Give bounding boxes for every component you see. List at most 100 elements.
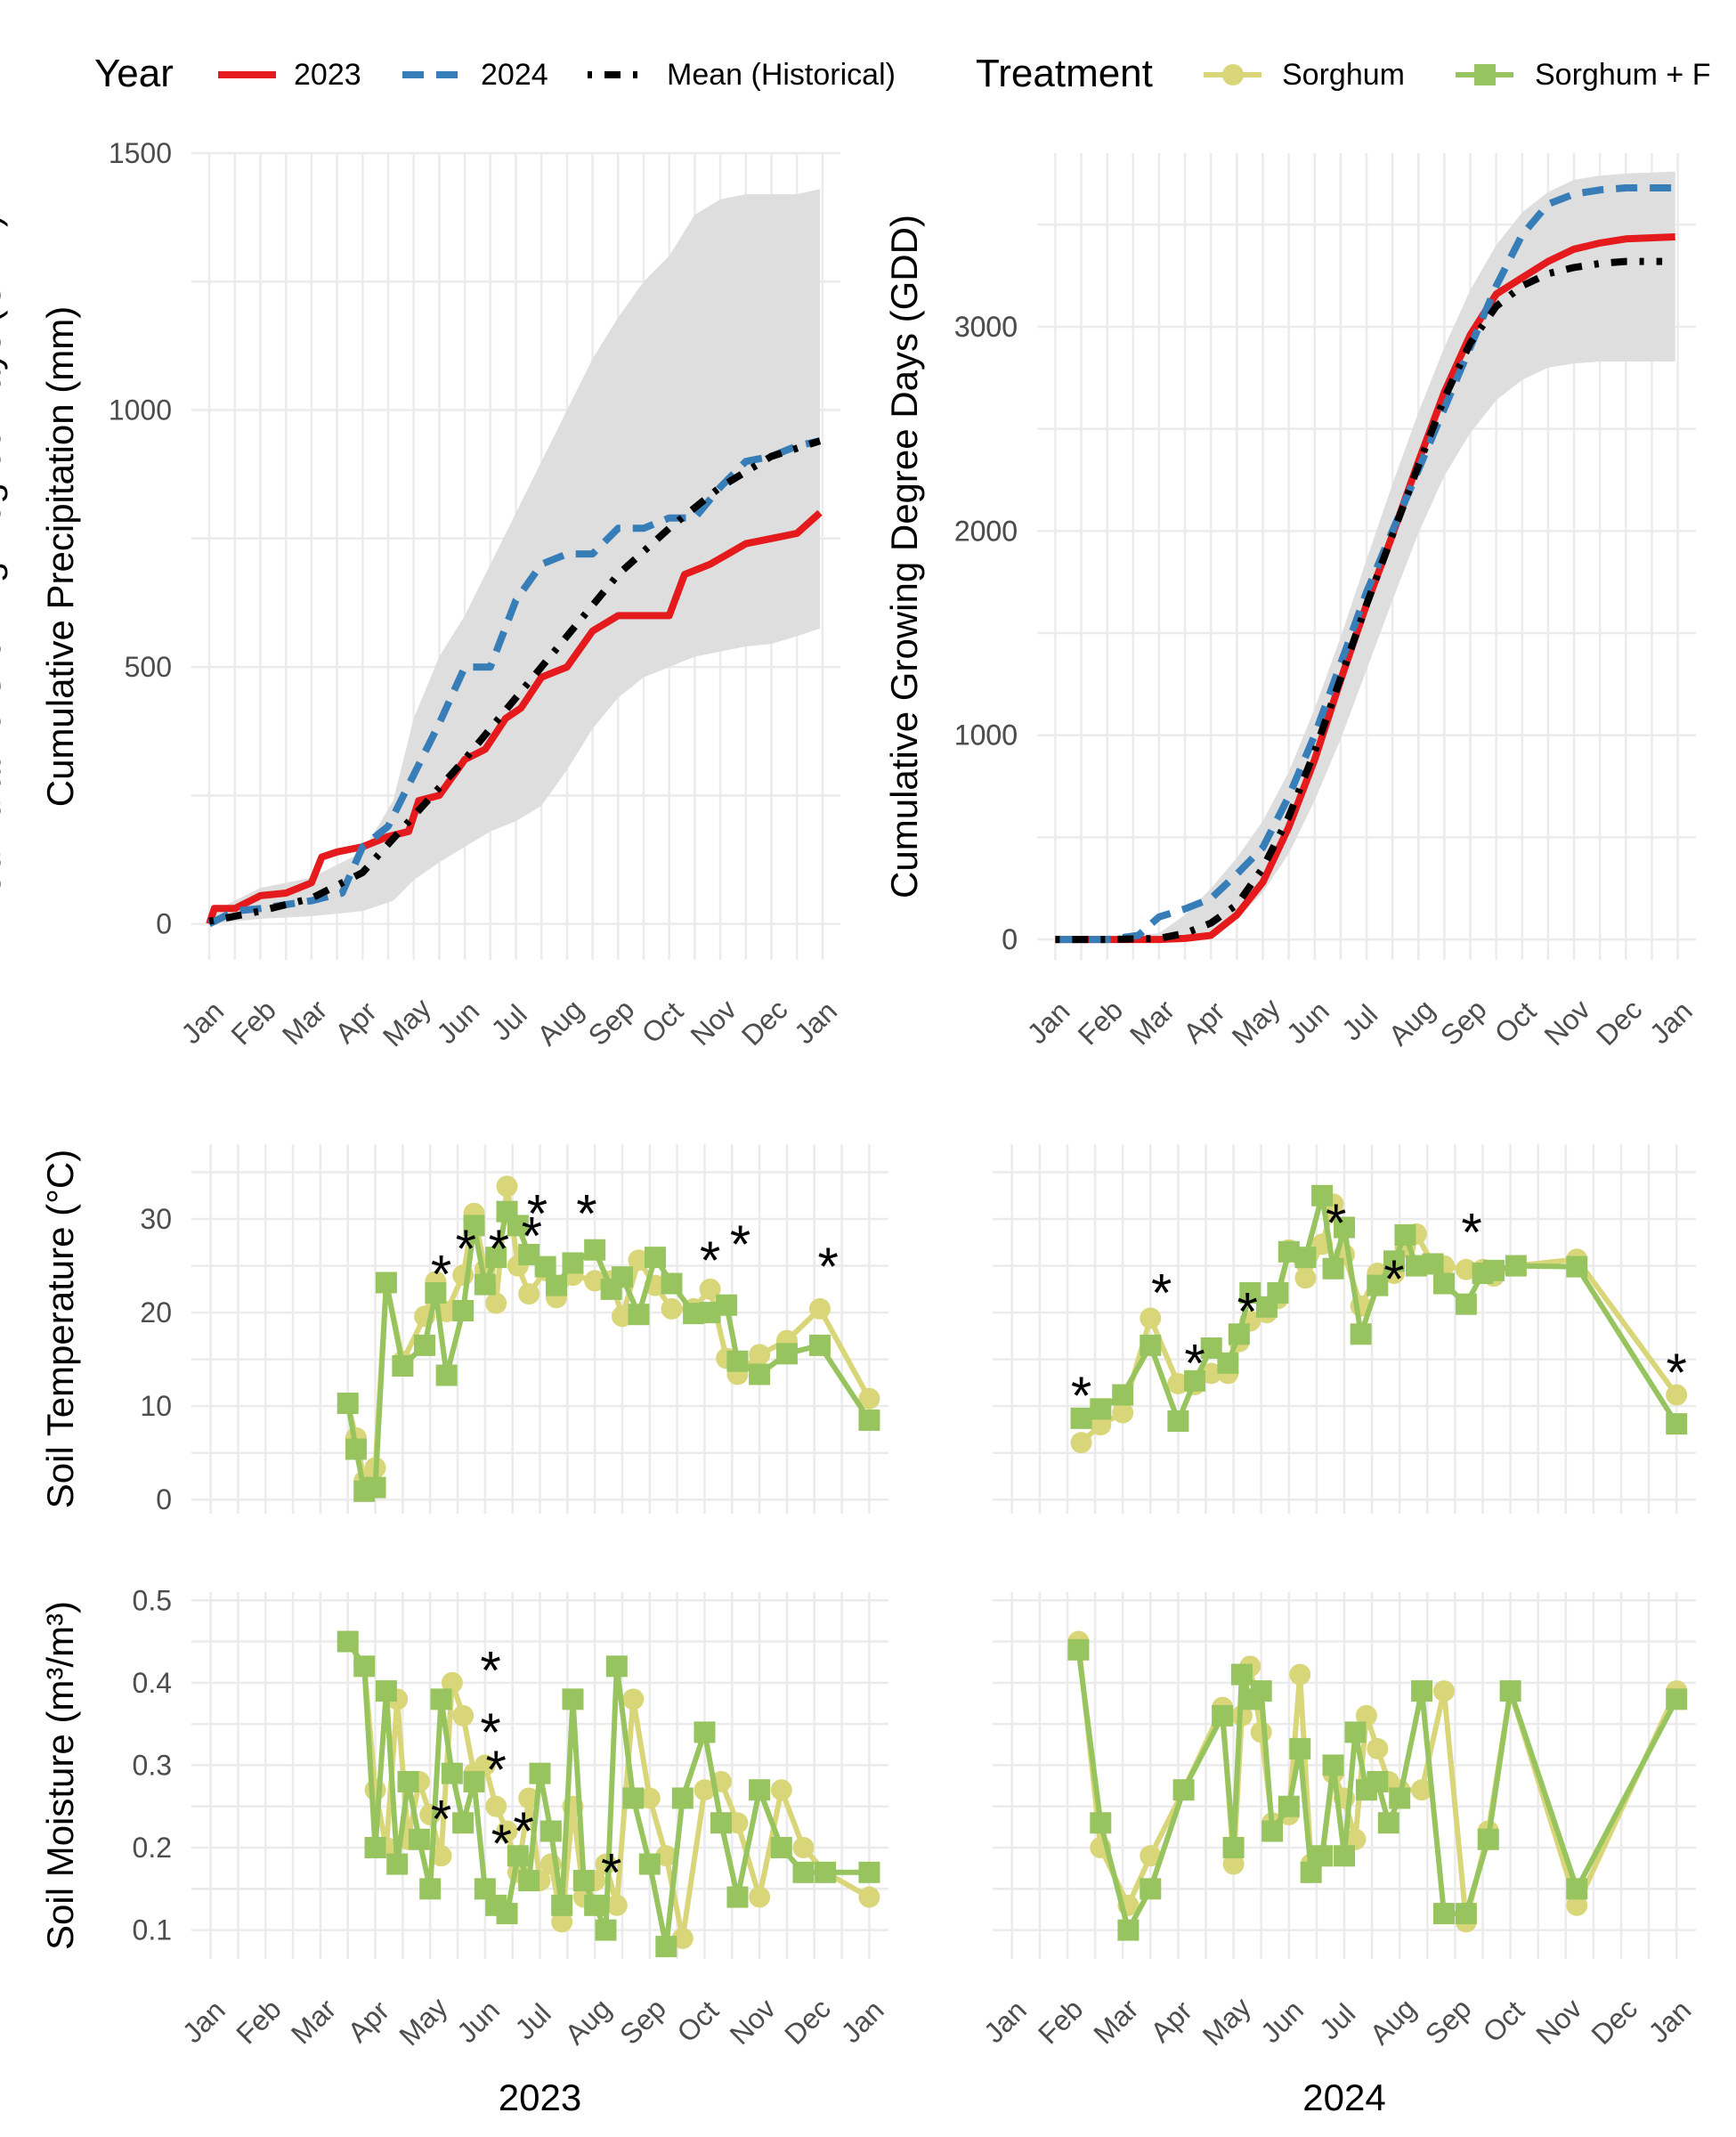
data-point-sorghum xyxy=(485,1292,507,1314)
significance-marker: * xyxy=(1667,1343,1687,1402)
data-point-sorghum-f xyxy=(655,1936,677,1958)
significance-marker: * xyxy=(730,1215,750,1274)
data-point-sorghum xyxy=(474,1754,496,1776)
data-point-sorghum xyxy=(749,1344,771,1366)
data-point-sorghum-f xyxy=(408,1828,430,1850)
data-point-sorghum xyxy=(1566,1894,1588,1916)
data-point-sorghum-f xyxy=(1666,1413,1688,1435)
data-point-sorghum-f xyxy=(1311,1845,1334,1867)
data-point-sorghum xyxy=(858,1387,880,1410)
data-point-sorghum-f xyxy=(775,1343,798,1365)
data-point-sorghum-f xyxy=(419,1878,442,1900)
y-tick-label: 1000 xyxy=(109,394,172,427)
data-point-sorghum-f xyxy=(605,1655,628,1678)
data-point-sorghum-f xyxy=(364,1837,386,1859)
data-point-sorghum-f xyxy=(572,1870,595,1892)
data-point-sorghum xyxy=(551,1911,573,1933)
data-point-sorghum-f xyxy=(792,1861,815,1883)
data-point-sorghum-f xyxy=(726,1350,749,1372)
data-point-sorghum xyxy=(792,1837,815,1859)
data-point-sorghum-f xyxy=(694,1721,716,1743)
significance-marker: * xyxy=(700,1231,720,1290)
data-point-sorghum xyxy=(622,1688,645,1710)
data-point-sorghum-f xyxy=(1432,1272,1455,1295)
data-point-sorghum-f xyxy=(1394,1223,1416,1246)
y-tick-label: 2000 xyxy=(954,515,1018,547)
data-point-sorghum-f xyxy=(1566,1255,1588,1278)
legend-treatment-title: Treatment xyxy=(976,52,1153,95)
data-point-sorghum-f xyxy=(435,1364,458,1386)
significance-marker: * xyxy=(1071,1366,1091,1426)
data-point-sorghum-f xyxy=(1344,1721,1367,1743)
legend-sorghum-key-marker xyxy=(1222,64,1244,85)
data-point-sorghum-f xyxy=(1411,1680,1433,1702)
data-point-sorghum-f xyxy=(1140,1878,1162,1900)
series-line-2024 xyxy=(1055,184,1675,944)
data-point-sorghum-f xyxy=(507,1215,529,1237)
series-line-2023 xyxy=(206,509,823,925)
data-point-sorghum-f xyxy=(1482,1259,1505,1281)
data-point-sorghum-f xyxy=(364,1476,386,1499)
x-axis-title: 2024 xyxy=(1302,2076,1385,2118)
data-point-sorghum-f xyxy=(345,1438,367,1460)
data-point-sorghum-f xyxy=(1350,1323,1372,1345)
data-point-sorghum-f xyxy=(671,1787,694,1809)
data-point-sorghum xyxy=(661,1297,683,1320)
series-line-2023 xyxy=(1055,233,1675,944)
data-point-sorghum-f xyxy=(1455,1903,1477,1925)
significance-marker: * xyxy=(513,1801,533,1861)
y-tick-label: 0 xyxy=(1002,923,1018,955)
data-point-sorghum-f xyxy=(1389,1787,1411,1809)
data-point-sorghum xyxy=(452,1704,475,1727)
data-point-sorghum xyxy=(1140,1845,1162,1867)
significance-marker: * xyxy=(431,1789,451,1849)
data-point-sorghum-f xyxy=(1499,1680,1521,1702)
significance-marker: * xyxy=(485,1740,506,1800)
data-point-sorghum-f xyxy=(1455,1293,1477,1315)
data-point-sorghum-f xyxy=(1334,1216,1355,1239)
significance-marker: * xyxy=(1151,1264,1172,1323)
data-point-sorghum-f xyxy=(1267,1282,1289,1304)
data-point-sorghum xyxy=(584,1270,606,1292)
y-tick-label: 2000 xyxy=(954,515,1018,547)
y-tick-label: 30 xyxy=(140,1203,172,1235)
y-tick-label: 0.5 xyxy=(133,1584,172,1616)
data-point-sorghum-f xyxy=(1112,1384,1134,1406)
data-point-sorghum-f xyxy=(584,1239,606,1261)
y-axis-title: Cumulative Growing Degree Days (GDD) xyxy=(0,215,8,898)
series-line-mean-historical- xyxy=(208,437,822,925)
data-point-sorghum-f xyxy=(749,1363,771,1385)
y-axis-title: Soil Temperature (°C) xyxy=(39,1150,81,1509)
data-point-sorghum-f xyxy=(1367,1274,1389,1296)
data-point-sorghum xyxy=(628,1249,650,1272)
data-point-sorghum-f xyxy=(485,1247,507,1269)
legend-mean-label: Mean (Historical) xyxy=(667,58,896,92)
data-point-sorghum-f xyxy=(551,1894,573,1916)
data-point-sorghum-f xyxy=(353,1655,376,1678)
data-point-sorghum xyxy=(518,1283,540,1305)
data-point-sorghum-f xyxy=(375,1680,397,1702)
significance-marker: * xyxy=(818,1237,839,1296)
significance-marker: * xyxy=(480,1702,500,1762)
data-point-sorghum-f xyxy=(1140,1334,1162,1356)
data-point-sorghum-f xyxy=(584,1894,606,1916)
data-point-sorghum-f xyxy=(716,1294,738,1316)
data-point-sorghum-f xyxy=(1432,1903,1455,1925)
data-point-sorghum-f xyxy=(1289,1737,1311,1759)
data-point-sorghum-f xyxy=(545,1274,567,1296)
significance-marker: * xyxy=(1383,1249,1404,1309)
legend-2023-label: 2023 xyxy=(294,58,361,92)
data-point-sorghum-f xyxy=(808,1334,831,1356)
legend-sorghum-label: Sorghum xyxy=(1282,58,1405,92)
panel-temp2024: ******** xyxy=(993,1144,1696,1514)
data-point-sorghum-f xyxy=(1566,1878,1588,1900)
y-tick-label: 0.3 xyxy=(133,1749,172,1781)
significance-marker: * xyxy=(1326,1193,1346,1253)
data-point-sorghum-f xyxy=(1250,1680,1272,1702)
panel-precip: 0 500 1000 1500 Cumulative Precipitation (mm… xyxy=(39,137,843,1052)
y-tick-label: 0 xyxy=(156,1483,172,1515)
data-point-sorghum xyxy=(726,1812,749,1834)
data-point-sorghum xyxy=(770,1779,792,1801)
